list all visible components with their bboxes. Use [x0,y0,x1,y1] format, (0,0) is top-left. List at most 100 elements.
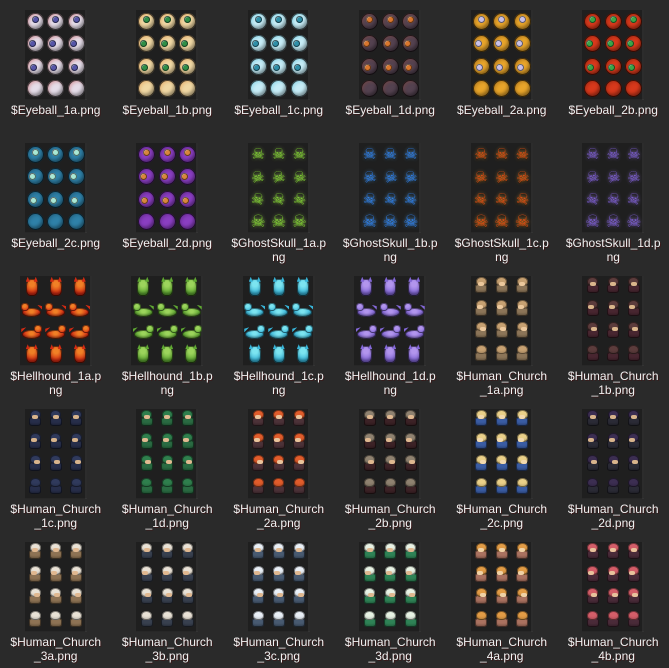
eyeball-sprite [625,57,643,75]
human-sprite [28,455,42,475]
file-item[interactable]: $Eyeball_1b.png [112,2,224,135]
file-name-label: $Human_Church _1b.png [568,369,659,397]
file-item[interactable]: $Human_Church _2d.png [558,401,669,534]
ghost-skull-sprite: ☠ [270,189,288,210]
hellhound-sprite [355,325,377,340]
sprite-frame: ☠ [512,166,533,189]
eyeball-sprite [472,12,490,30]
ghost-skull-sprite: ☠ [605,211,621,232]
eyeball-sprite [26,145,44,163]
file-item[interactable]: $Human_Church _4a.png [446,534,558,667]
file-item[interactable]: $Human_Church _2b.png [335,401,447,534]
human-sprite [627,543,641,563]
sprite-frame [603,10,624,33]
file-item[interactable]: $Eyeball_2c.png [0,135,112,268]
sprite-frame: ☠ [624,166,645,189]
sprite-frame [66,188,87,211]
ghost-skull-sprite: ☠ [403,211,419,232]
file-item[interactable]: ☠ ☠ ☠ ☠ ☠ ☠ ☠ ☠ ☠ ☠ ☠ ☠ $GhostSkull_1b.p ng [335,135,447,268]
sprite-frame [291,344,315,367]
file-name-label: $Human_Church _3a.png [10,635,101,663]
sprite-frame [378,321,402,344]
file-item[interactable]: $Eyeball_1c.png [223,2,335,135]
file-item[interactable]: $Human_Church _2c.png [446,401,558,534]
file-item[interactable]: $Human_Church _1d.png [112,401,224,534]
sprite-frame [179,276,203,299]
ghost-skull-sprite: ☠ [292,145,307,164]
hellhound-sprite [272,344,285,364]
sprite-frame [45,587,66,610]
file-item[interactable]: $Human_Church _3b.png [112,534,224,667]
eyeball-sprite [158,35,176,53]
file-name-label: $GhostSkull_1d.p ng [566,236,661,264]
ghost-skull-sprite: ☠ [272,145,286,164]
file-name-line: _1d.png [145,516,189,530]
sprite-frame [44,276,68,299]
human-sprite [140,455,154,475]
ghost-skull-sprite: ☠ [493,189,511,210]
file-item[interactable]: $Human_Church _4b.png [558,534,669,667]
sprite-frame [45,10,66,33]
eyeball-sprite [584,80,602,98]
sprite-frame [603,587,624,610]
human-sprite [474,299,488,320]
human-sprite [515,432,529,453]
file-item[interactable]: $Eyeball_1a.png [0,2,112,135]
file-item[interactable]: $Human_Church _3c.png [223,534,335,667]
file-item[interactable]: $Hellhound_1b.p ng [112,268,224,401]
ghost-skull-sprite: ☠ [361,189,379,210]
sprite-frame [45,211,66,234]
eyeball-sprite [67,57,85,75]
sprite-frame [66,166,87,189]
file-item[interactable]: $Human_Church _2a.png [223,401,335,534]
sprite-frame [402,344,426,367]
sprite-frame [45,166,66,189]
file-item[interactable]: $Eyeball_2b.png [558,2,669,135]
sprite-frame [491,565,512,588]
file-item[interactable]: $Hellhound_1d.p ng [335,268,447,401]
sprite-frame [268,78,289,101]
file-item[interactable]: $Human_Church _1c.png [0,401,112,534]
sprite-frame [582,10,603,33]
file-item[interactable]: $Human_Church _3a.png [0,534,112,667]
file-item[interactable]: ☠ ☠ ☠ ☠ ☠ ☠ ☠ ☠ ☠ ☠ ☠ ☠ $GhostSkull_1a.p ng [223,135,335,268]
file-name-line: _2a.png [257,516,301,530]
file-item[interactable]: ☠ ☠ ☠ ☠ ☠ ☠ ☠ ☠ ☠ ☠ ☠ ☠ $GhostSkull_1d.p ng [558,135,669,268]
file-name-label: $Eyeball_1a.png [11,103,100,117]
file-item[interactable]: $Human_Church _1a.png [446,268,558,401]
sprite-frame [243,344,267,367]
human-sprite [49,610,63,631]
file-name-label: $Hellhound_1c.p ng [234,369,324,397]
file-item[interactable]: $Human_Church _1b.png [558,268,669,401]
sprite-frame: ☠ [289,188,310,211]
file-item[interactable]: $Hellhound_1a.p ng [0,268,112,401]
file-item[interactable]: $Eyeball_2a.png [446,2,558,135]
sprite-sheet-thumbnail: ☠ ☠ ☠ ☠ ☠ ☠ ☠ ☠ ☠ ☠ ☠ ☠ [470,143,533,233]
eyeball-sprite [493,57,511,75]
human-sprite [586,410,600,430]
sprite-frame [136,143,157,166]
sprite-frame [624,477,645,500]
human-sprite [586,344,600,365]
file-item[interactable]: $Eyeball_2d.png [112,135,224,268]
sprite-frame [157,78,178,101]
ghost-skull-sprite: ☠ [271,211,287,232]
sprite-frame [471,432,492,455]
hellhound-sprite [132,302,154,317]
file-name-line: _1b.png [591,383,635,397]
file-item[interactable]: $Human_Church _3d.png [335,534,447,667]
eyeball-sprite [179,145,197,163]
file-name-label: $GhostSkull_1a.p ng [231,236,326,264]
ghost-skull-sprite: ☠ [493,166,511,187]
file-item[interactable]: ☠ ☠ ☠ ☠ ☠ ☠ ☠ ☠ ☠ ☠ ☠ ☠ $GhostSkull_1c.p ng [446,135,558,268]
file-item[interactable]: $Eyeball_1d.png [335,2,447,135]
sprite-sheet-thumbnail [359,542,422,632]
eyeball-sprite [158,57,176,75]
file-item[interactable]: $Hellhound_1c.p ng [223,268,335,401]
sprite-frame [471,10,492,33]
human-sprite [383,410,397,430]
human-sprite [69,588,83,608]
sprite-frame [45,409,66,432]
sprite-frame [491,477,512,500]
file-name-label: $Hellhound_1a.p ng [10,369,101,397]
